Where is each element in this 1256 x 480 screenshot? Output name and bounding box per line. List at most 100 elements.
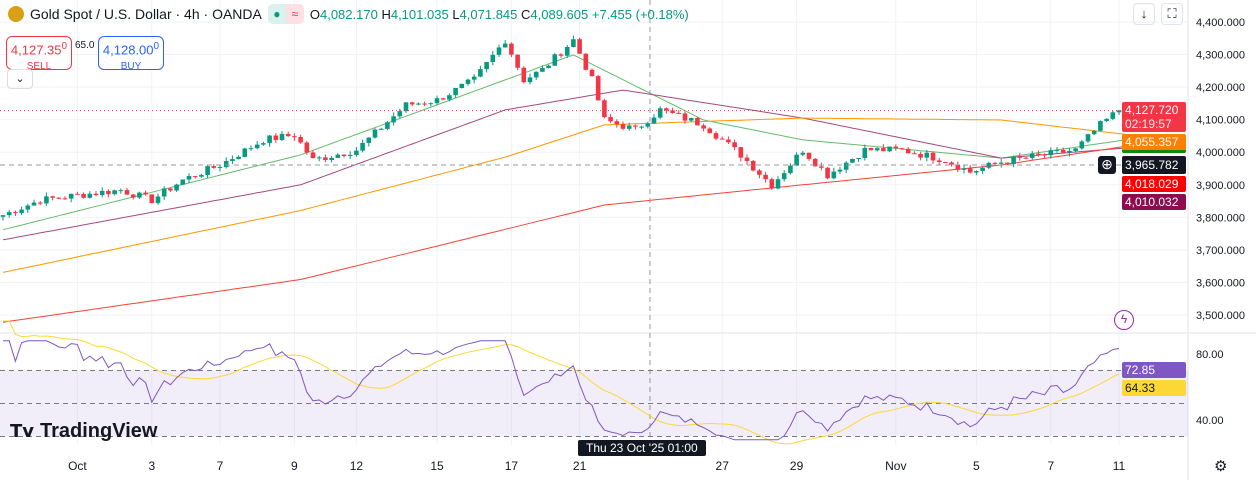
candle <box>1011 155 1016 168</box>
candle <box>68 193 74 203</box>
candle <box>552 53 558 66</box>
candle <box>149 194 155 204</box>
candle <box>639 125 644 130</box>
candle-body <box>490 54 496 63</box>
candle-body <box>633 125 638 127</box>
candle <box>174 183 179 192</box>
candle <box>812 157 818 167</box>
collapse-chevron-icon[interactable]: ⌄ <box>7 69 33 89</box>
candle-body <box>645 123 651 127</box>
candle <box>540 65 545 72</box>
price-tick-label: 3,500.000 <box>1196 310 1245 322</box>
price-tick-label: 4,100.000 <box>1196 115 1245 127</box>
candle-body <box>533 71 539 78</box>
candle-body <box>819 166 824 168</box>
candle <box>1029 150 1035 161</box>
candle <box>509 42 514 58</box>
sell-button[interactable]: 4,127.350 SELL <box>6 36 72 72</box>
price-tick-label: 4,300.000 <box>1196 50 1245 62</box>
symbol-title[interactable]: Gold Spot / U.S. Dollar · 4h · OANDA <box>30 6 262 22</box>
candle-body <box>881 148 886 152</box>
candle-body <box>998 162 1004 164</box>
candle <box>1085 133 1091 143</box>
candle <box>397 108 403 119</box>
candle <box>868 147 874 151</box>
candle <box>831 167 837 180</box>
candle <box>217 164 223 172</box>
fullscreen-icon[interactable]: ⛶ <box>1161 3 1183 25</box>
candle <box>168 188 173 193</box>
add-plus-icon[interactable]: ⊕ <box>1098 156 1116 174</box>
settings-gear-icon[interactable]: ⚙ <box>1214 458 1228 475</box>
candle-body <box>416 103 421 105</box>
candle <box>701 123 706 132</box>
candle <box>719 136 725 140</box>
candle-body <box>608 117 613 122</box>
lightning-alert-icon[interactable]: ϟ <box>1114 310 1134 330</box>
candle <box>614 119 620 128</box>
candle-body <box>571 39 576 47</box>
candle <box>1048 147 1054 159</box>
candle <box>856 157 861 162</box>
candle-body <box>93 193 99 196</box>
candle <box>502 40 508 48</box>
candle <box>657 106 663 120</box>
candle <box>99 187 105 198</box>
candle-body <box>614 121 620 125</box>
candle-body <box>440 98 446 100</box>
candle <box>527 73 533 85</box>
candle-body <box>1110 112 1116 119</box>
candle-body <box>230 159 235 161</box>
candle <box>447 93 452 102</box>
candle <box>273 133 279 144</box>
candle-body <box>248 148 254 150</box>
candle-body <box>564 46 570 56</box>
candle <box>1110 110 1116 121</box>
candle <box>0 214 6 221</box>
candle-body <box>112 190 117 195</box>
candle <box>794 152 799 166</box>
market-status[interactable]: ● ≈ <box>267 4 304 24</box>
candle-body <box>850 158 855 163</box>
candle <box>211 164 217 169</box>
candle <box>825 166 830 180</box>
candle <box>130 193 136 200</box>
candle-body <box>62 198 68 200</box>
price-tick-label: 4,200.000 <box>1196 82 1245 94</box>
candle-body <box>180 179 186 185</box>
candle-body <box>292 136 297 138</box>
candle-body <box>68 193 74 199</box>
candle <box>949 161 954 167</box>
candle <box>50 195 55 201</box>
candle-body <box>701 125 706 129</box>
candle <box>323 154 328 163</box>
candle <box>304 141 310 155</box>
download-arrow-icon[interactable]: ↓ <box>1133 3 1155 25</box>
candle <box>143 190 148 196</box>
buy-button[interactable]: 4,128.000 BUY <box>98 36 164 72</box>
candle <box>713 131 719 141</box>
candle <box>44 192 49 206</box>
candle <box>602 98 607 119</box>
candle <box>1098 120 1103 132</box>
candle-body <box>750 160 756 171</box>
candle-body <box>763 174 768 180</box>
candle-body <box>639 126 644 128</box>
candle-body <box>726 139 731 143</box>
candle <box>546 64 551 69</box>
candle <box>267 134 272 147</box>
candle <box>732 139 737 151</box>
candle <box>1042 153 1047 159</box>
candle <box>471 74 477 84</box>
candle <box>843 161 849 174</box>
candle-body <box>174 184 179 191</box>
candle-body <box>651 117 657 124</box>
candle-body <box>688 118 694 121</box>
last-price-label: 4,127.720 02:19:57 <box>1122 102 1186 132</box>
time-tick-label: 3 <box>148 459 155 473</box>
candle-body <box>558 54 564 56</box>
candle <box>341 154 347 158</box>
rsi-tick-label: 80.00 <box>1196 349 1224 361</box>
candle <box>837 166 843 175</box>
